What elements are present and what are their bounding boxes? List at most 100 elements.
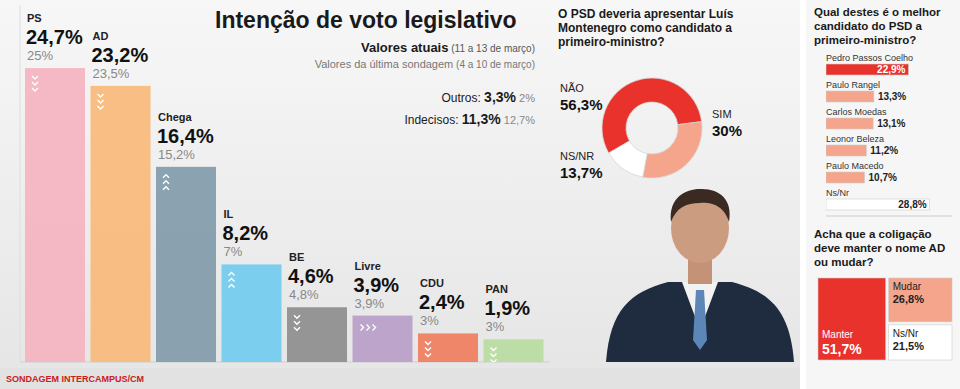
previous-label: 7% (224, 244, 243, 259)
presenter-image (606, 189, 794, 362)
y-axis-line (20, 5, 21, 362)
trend-arrow (294, 321, 300, 324)
hbars (826, 64, 930, 210)
data-label: 2,4% (419, 291, 465, 313)
trend-arrow (98, 94, 104, 97)
chart-title-line: deve manter o nome AD (814, 242, 945, 254)
data-label: 13,3% (878, 91, 906, 102)
main-panel (0, 0, 800, 368)
bar (353, 316, 413, 362)
bars (25, 68, 544, 362)
data-label: 30% (712, 122, 742, 139)
data-label: 1,9% (485, 297, 531, 319)
data-label: 3,9% (354, 274, 400, 296)
previous-label: 3% (420, 313, 439, 328)
hbar (826, 64, 908, 75)
subtitle: Valores atuais (11 a 13 de março) (361, 40, 535, 55)
separator (800, 0, 806, 389)
tie (693, 290, 707, 350)
chart-title: Qual destes é o melhor candidato do PSD a… (814, 6, 941, 46)
slice-label: SIM (712, 108, 732, 120)
data-label: 10,7% (869, 172, 897, 183)
hair (671, 189, 730, 222)
trend-arrow (229, 278, 235, 281)
trend-arrow (425, 341, 431, 344)
trend-arrow (32, 88, 38, 91)
data-label: 21,5% (893, 340, 924, 352)
trend-arrow (491, 347, 497, 350)
chart-title-line: Acha que a coligação (814, 228, 932, 240)
data-label: 56,3% (560, 96, 603, 113)
hbar (826, 118, 873, 129)
previous-label: 3,9% (355, 296, 385, 311)
category-label: Livre (355, 260, 381, 272)
trend-arrow (294, 327, 300, 330)
data-label: 51,7% (822, 341, 862, 357)
bar (418, 333, 478, 362)
data-label: 24,7% (26, 26, 83, 48)
previous-label: 4,8% (289, 287, 319, 302)
trend-arrow (294, 315, 300, 318)
subtitle: Valores da última sondagem (4 a 10 de ma… (315, 58, 535, 70)
chart-title: Acha que a coligação deve manter o nome A… (814, 228, 945, 268)
x-axis-line (826, 216, 952, 217)
chart-title: O PSD deveria apresentar LuísMontenegro … (558, 7, 734, 49)
category-label: PAN (486, 283, 508, 295)
annotation-value: 11,3% (462, 111, 501, 127)
bar (25, 68, 85, 362)
chart-title-line: primeiro-ministro? (814, 34, 916, 46)
trend-arrow (491, 353, 497, 356)
trend-arrow (32, 82, 38, 85)
previous-label: 15,2% (158, 147, 195, 162)
trend-arrow (98, 100, 104, 103)
stage: Intenção de voto legislativo Valores atua… (0, 0, 960, 389)
trend-arrow (425, 347, 431, 350)
series-name: Valores da última sondagem (315, 58, 454, 70)
data-label: 22,9% (877, 64, 905, 75)
data-label: 13,7% (560, 164, 603, 181)
trend-arrow (425, 353, 431, 356)
hbar (826, 91, 874, 102)
category-label: Pedro Passos Coelho (826, 53, 913, 63)
series-period: (4 a 10 de março) (453, 59, 535, 70)
annotation: Indecisos: 11,3% 12,7% (404, 111, 535, 127)
donut-slice (643, 122, 702, 178)
data-label: 11,2% (870, 145, 898, 156)
hbar (826, 172, 865, 183)
data-label: 4,6% (288, 265, 334, 287)
chart-title: Intenção de voto legislativo (215, 7, 517, 33)
category-label: Leonor Beleza (826, 134, 884, 144)
hbar (826, 145, 866, 156)
hbar (826, 199, 930, 210)
trend-arrow (373, 325, 376, 331)
category-label: CDU (420, 277, 444, 289)
data-label: 8,2% (223, 222, 269, 244)
previous-label: 25% (27, 48, 53, 63)
annotation-value: 3,3% (484, 89, 516, 105)
category-label: PS (27, 12, 42, 24)
category-label: Paulo Rangel (826, 80, 880, 90)
trend-arrow (491, 359, 497, 362)
previous-label: 23,5% (93, 66, 130, 81)
treemap-cell (818, 278, 886, 360)
trend-arrow (361, 325, 364, 331)
category-label: Chega (158, 111, 193, 123)
bar (484, 339, 544, 362)
category-label: IL (224, 208, 234, 220)
trend-arrow (32, 76, 38, 79)
trend-arrow (229, 272, 235, 275)
chart-title-line: candidato do PSD a (814, 20, 923, 32)
footer-strip (0, 368, 800, 389)
bar (91, 86, 151, 362)
cell-label: Ns/Nr (893, 328, 919, 339)
chart-title-line: Montenegro como candidato a (558, 21, 732, 35)
data-label: 26,8% (893, 293, 924, 305)
treemap-cell (889, 278, 952, 322)
chart-title-line: ou mudar? (814, 256, 873, 268)
trend-arrow (163, 175, 169, 178)
treemap-cell (889, 325, 952, 360)
chart-title-line: Qual destes é o melhor (814, 6, 941, 18)
annotation-previous: 2% (516, 92, 535, 104)
data-label: 16,4% (157, 125, 214, 147)
category-label: BE (289, 251, 304, 263)
